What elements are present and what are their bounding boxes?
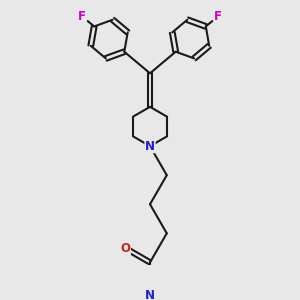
Text: N: N bbox=[145, 140, 155, 153]
Text: O: O bbox=[120, 242, 130, 255]
Text: F: F bbox=[78, 10, 86, 23]
Text: F: F bbox=[214, 10, 222, 23]
Text: N: N bbox=[145, 290, 155, 300]
